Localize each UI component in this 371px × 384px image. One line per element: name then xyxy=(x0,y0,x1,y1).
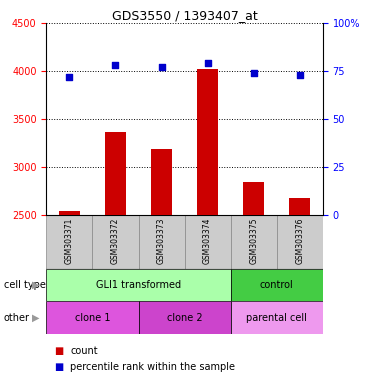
Text: ■: ■ xyxy=(54,362,63,372)
Bar xyxy=(231,269,323,301)
Point xyxy=(205,60,211,66)
Text: GSM303374: GSM303374 xyxy=(203,218,212,264)
Text: ▶: ▶ xyxy=(32,313,39,323)
Text: count: count xyxy=(70,346,98,356)
Bar xyxy=(105,132,126,215)
Bar xyxy=(231,215,277,269)
Point xyxy=(251,70,257,76)
Text: percentile rank within the sample: percentile rank within the sample xyxy=(70,362,236,372)
Bar xyxy=(46,269,231,301)
Text: control: control xyxy=(260,280,293,290)
Text: GSM303375: GSM303375 xyxy=(249,218,258,264)
Text: cell type: cell type xyxy=(4,280,46,290)
Text: GSM303376: GSM303376 xyxy=(295,218,304,264)
Bar xyxy=(185,215,231,269)
Point xyxy=(297,72,303,78)
Text: parental cell: parental cell xyxy=(246,313,307,323)
Title: GDS3550 / 1393407_at: GDS3550 / 1393407_at xyxy=(112,9,257,22)
Text: GSM303371: GSM303371 xyxy=(65,218,74,264)
Text: GLI1 transformed: GLI1 transformed xyxy=(96,280,181,290)
Text: clone 2: clone 2 xyxy=(167,313,203,323)
Bar xyxy=(151,149,172,215)
Point xyxy=(112,62,118,68)
Text: GSM303372: GSM303372 xyxy=(111,218,120,264)
Bar xyxy=(231,301,323,334)
Bar xyxy=(289,198,310,215)
Bar xyxy=(138,215,185,269)
Bar xyxy=(46,215,92,269)
Point xyxy=(66,74,72,80)
Text: other: other xyxy=(4,313,30,323)
Bar xyxy=(92,215,138,269)
Bar xyxy=(59,211,80,215)
Text: GSM303373: GSM303373 xyxy=(157,218,166,264)
Bar xyxy=(277,215,323,269)
Text: clone 1: clone 1 xyxy=(75,313,110,323)
Bar xyxy=(197,69,218,215)
Bar xyxy=(138,301,231,334)
Text: ■: ■ xyxy=(54,346,63,356)
Bar xyxy=(243,182,264,215)
Point xyxy=(158,64,164,70)
Bar xyxy=(46,301,138,334)
Text: ▶: ▶ xyxy=(32,280,39,290)
